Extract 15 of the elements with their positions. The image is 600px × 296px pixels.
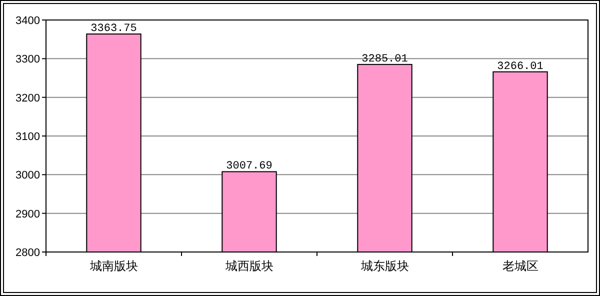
y-tick-label: 3300 [16, 54, 40, 66]
data-label: 3285.01 [362, 53, 408, 66]
y-tick-label: 3400 [16, 15, 40, 27]
data-label: 3363.75 [90, 23, 137, 36]
data-label: 3266.01 [497, 60, 544, 73]
x-tick-label: 城西版块 [224, 259, 274, 273]
x-tick-label: 城南版块 [88, 259, 138, 273]
y-tick-label: 3200 [16, 92, 40, 104]
y-tick-label: 2800 [16, 247, 40, 259]
y-tick-label: 3000 [16, 170, 40, 182]
data-label: 3007.69 [226, 160, 272, 173]
x-tick-label: 城东版块 [360, 259, 409, 273]
x-tick-label: 老城区 [502, 259, 538, 273]
y-tick-label: 3100 [16, 131, 40, 143]
y-tick-label: 2900 [16, 208, 40, 220]
